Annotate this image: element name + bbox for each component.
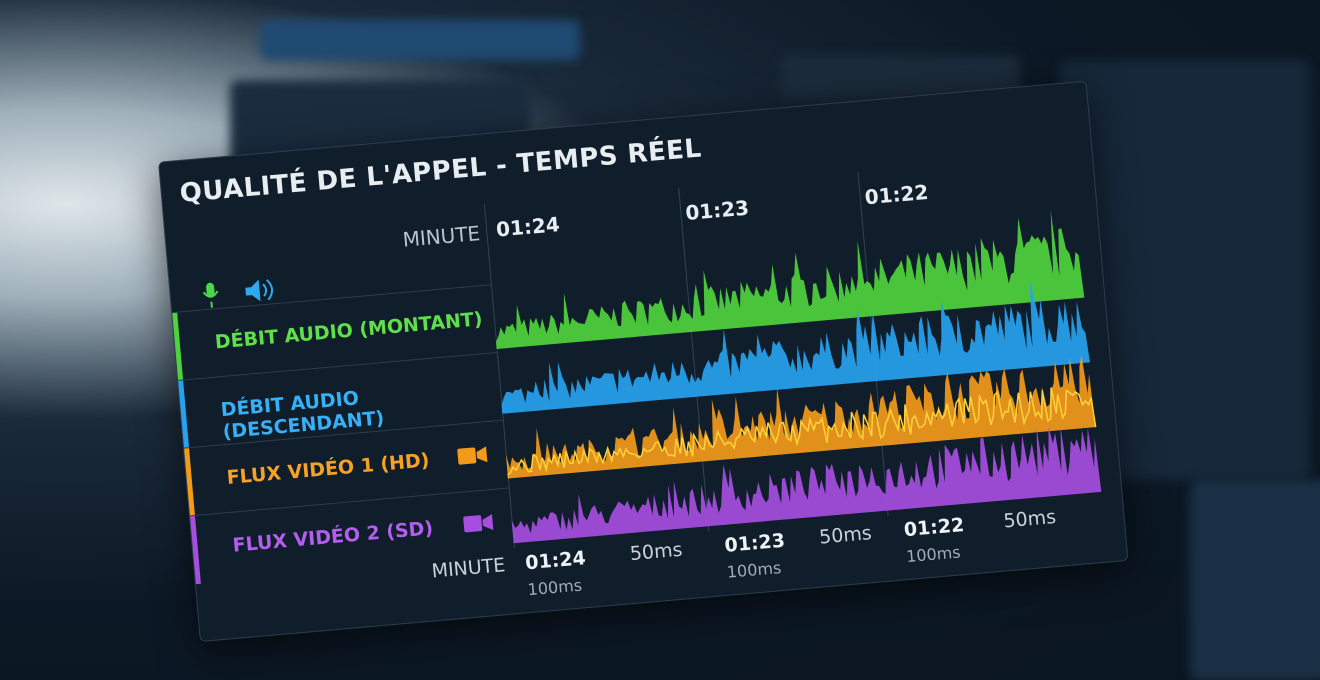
scale-label: 50ms [1002,505,1057,533]
scale-label: 100ms [526,575,583,600]
speaker-icon [245,279,261,302]
time-label: 01:22 [863,179,930,210]
scale-label: 100ms [726,558,783,582]
scale-label: 100ms [905,542,962,567]
time-label: 01:24 [495,212,561,242]
row-color [178,380,190,449]
camera-icon [457,446,488,465]
speaker-waves [262,279,274,301]
row-color [184,448,195,517]
row-color [190,515,201,585]
mic-icon-base [202,290,219,308]
audio-icons [202,279,274,308]
channel-row: FLUX VIDÉO 2 (SD) [189,487,515,585]
channel-label: FLUX VIDÉO 1 (HD) [225,449,431,489]
call-quality-panel: QUALITÉ DE L'APPEL - TEMPS RÉEL MINUTE 0… [157,80,1129,643]
camera-icon [463,514,494,533]
time-label: 01:22 [902,513,966,542]
time-label: 01:24 [524,547,587,575]
background-tab [260,20,580,60]
waveform-highlight [506,387,1097,479]
scale-label: 50ms [629,538,684,566]
waveform [501,280,1091,414]
mic-icon [206,282,215,297]
time-label: 01:23 [684,195,750,226]
waveforms [495,209,1102,544]
waveform [495,209,1085,350]
time-label: 01:23 [723,529,786,557]
channel-row: FLUX VIDÉO 1 (HD) [184,419,509,517]
waveform [511,426,1102,544]
channel-label: FLUX VIDÉO 2 (SD) [231,517,434,557]
channel-label: DÉBIT AUDIO (MONTANT) [214,308,484,354]
row-color [172,312,184,381]
background-card [1190,480,1320,680]
minute-label: MINUTE [401,221,482,252]
scale-label: 50ms [818,522,873,549]
